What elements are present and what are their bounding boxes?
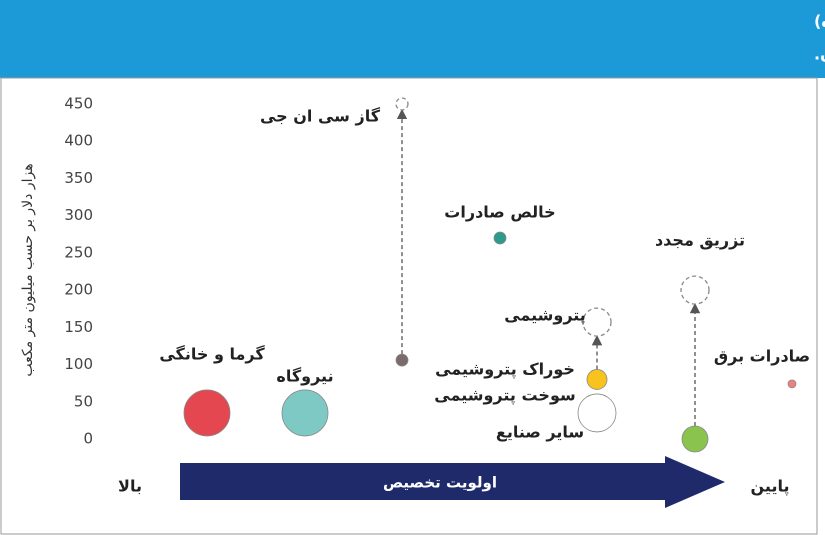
- x-left-label: بالا: [118, 477, 142, 496]
- bubble: [681, 425, 709, 453]
- potential-bubble: [582, 307, 612, 337]
- bubble: [586, 369, 608, 390]
- bubble: [183, 389, 231, 437]
- frame: [0, 77, 818, 535]
- y-tick-label: 400: [64, 132, 93, 150]
- point-label: خالص صادرات: [444, 203, 555, 222]
- bubble: [493, 231, 507, 245]
- y-tick-label: 150: [64, 318, 93, 336]
- point-label: تزریق مجدد: [655, 231, 745, 250]
- y-tick-label: 100: [64, 355, 93, 373]
- bubble: [395, 353, 409, 367]
- bubble: [787, 379, 797, 389]
- x-axis-label: اولویت تخصیص: [383, 474, 497, 492]
- header-band: [0, 0, 825, 78]
- point-label: نیروگاه: [276, 367, 333, 386]
- y-tick-label: 300: [64, 206, 93, 224]
- y-tick-label: 200: [64, 281, 93, 299]
- y-tick-label: 450: [64, 95, 93, 113]
- potential-bubble: [395, 97, 409, 111]
- title-line: نمودار ۲. اولویت تخصیص (محور افقی)، درآم…: [814, 11, 825, 31]
- bubble: [281, 389, 329, 437]
- priority-arrow: [180, 456, 725, 508]
- point-label: خوراک پتروشیمی: [435, 360, 575, 380]
- point-label: صادرات برق: [714, 347, 810, 366]
- potential-bubble: [680, 275, 710, 305]
- y-axis-label: هزار دلار بر حسب میلیون متر مکعب: [20, 163, 36, 376]
- title-line: برای مصارف مختلف گاز طبیعی در ایران.: [814, 45, 825, 64]
- y-tick-label: 250: [64, 243, 93, 261]
- point-label: گاز سی ان جی: [260, 107, 381, 126]
- y-tick-label: 50: [74, 392, 93, 410]
- y-tick-label: 350: [64, 169, 93, 187]
- point-label: گرما و خانگی: [159, 345, 265, 364]
- bubble: [577, 393, 617, 433]
- x-right-label: پایین: [751, 477, 790, 497]
- annotation: سایر صنایع: [496, 423, 584, 442]
- y-tick-label: 0: [83, 430, 93, 448]
- annotation: پتروشیمی: [504, 306, 586, 326]
- point-label: سوخت پتروشیمی: [434, 386, 575, 406]
